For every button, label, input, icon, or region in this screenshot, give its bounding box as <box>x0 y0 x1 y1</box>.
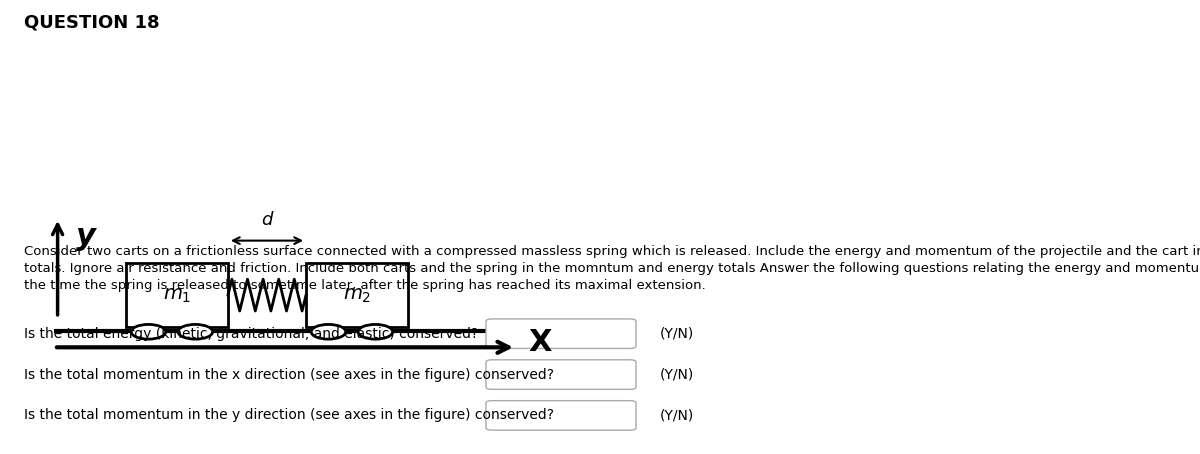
FancyBboxPatch shape <box>306 263 408 327</box>
Text: QUESTION 18: QUESTION 18 <box>24 14 160 32</box>
Text: Is the total momentum in the y direction (see axes in the figure) conserved?: Is the total momentum in the y direction… <box>24 409 554 422</box>
Text: y: y <box>76 222 96 252</box>
FancyBboxPatch shape <box>486 400 636 430</box>
Text: (Y/N): (Y/N) <box>660 368 695 381</box>
FancyBboxPatch shape <box>126 263 228 327</box>
Text: Is the total energy (kinetic, gravitational, and elastic) conserved?: Is the total energy (kinetic, gravitatio… <box>24 327 479 340</box>
Text: $m_2$: $m_2$ <box>343 286 371 305</box>
Ellipse shape <box>358 325 392 339</box>
Text: Consider two carts on a frictionless surface connected with a compressed massles: Consider two carts on a frictionless sur… <box>24 245 1200 292</box>
Text: X: X <box>528 328 552 357</box>
Ellipse shape <box>311 325 346 339</box>
Text: $m_1$: $m_1$ <box>163 286 191 305</box>
Ellipse shape <box>131 325 166 339</box>
Ellipse shape <box>178 325 212 339</box>
Text: Is the total momentum in the x direction (see axes in the figure) conserved?: Is the total momentum in the x direction… <box>24 368 554 381</box>
Text: d: d <box>262 211 272 229</box>
Text: (Y/N): (Y/N) <box>660 409 695 422</box>
Text: (Y/N): (Y/N) <box>660 327 695 340</box>
FancyBboxPatch shape <box>486 319 636 349</box>
FancyBboxPatch shape <box>486 360 636 390</box>
